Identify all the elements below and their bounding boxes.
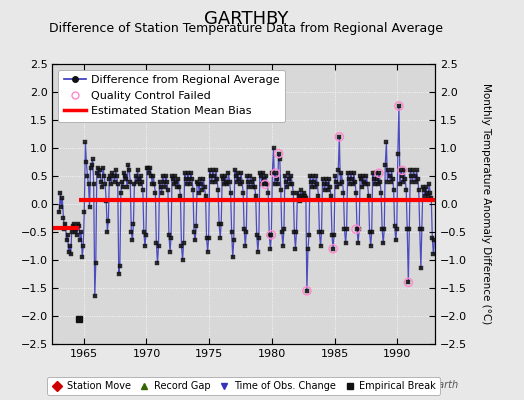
Text: Difference of Station Temperature Data from Regional Average: Difference of Station Temperature Data f… bbox=[49, 22, 443, 35]
Text: GARTHBY: GARTHBY bbox=[204, 10, 289, 28]
Point bbox=[271, 170, 280, 176]
Point bbox=[395, 103, 403, 109]
Point bbox=[261, 181, 269, 188]
Point bbox=[375, 170, 383, 176]
Point bbox=[335, 134, 344, 140]
Point bbox=[352, 226, 360, 232]
Text: Berkeley Earth: Berkeley Earth bbox=[386, 380, 458, 390]
Y-axis label: Monthly Temperature Anomaly Difference (°C): Monthly Temperature Anomaly Difference (… bbox=[481, 83, 491, 325]
Point bbox=[404, 279, 412, 286]
Legend: Difference from Regional Average, Quality Control Failed, Estimated Station Mean: Difference from Regional Average, Qualit… bbox=[58, 70, 286, 122]
Point bbox=[329, 246, 337, 252]
Point bbox=[267, 232, 276, 238]
Point bbox=[398, 167, 406, 174]
Legend: Station Move, Record Gap, Time of Obs. Change, Empirical Break: Station Move, Record Gap, Time of Obs. C… bbox=[47, 377, 440, 395]
Point bbox=[303, 288, 311, 294]
Point bbox=[275, 150, 283, 157]
